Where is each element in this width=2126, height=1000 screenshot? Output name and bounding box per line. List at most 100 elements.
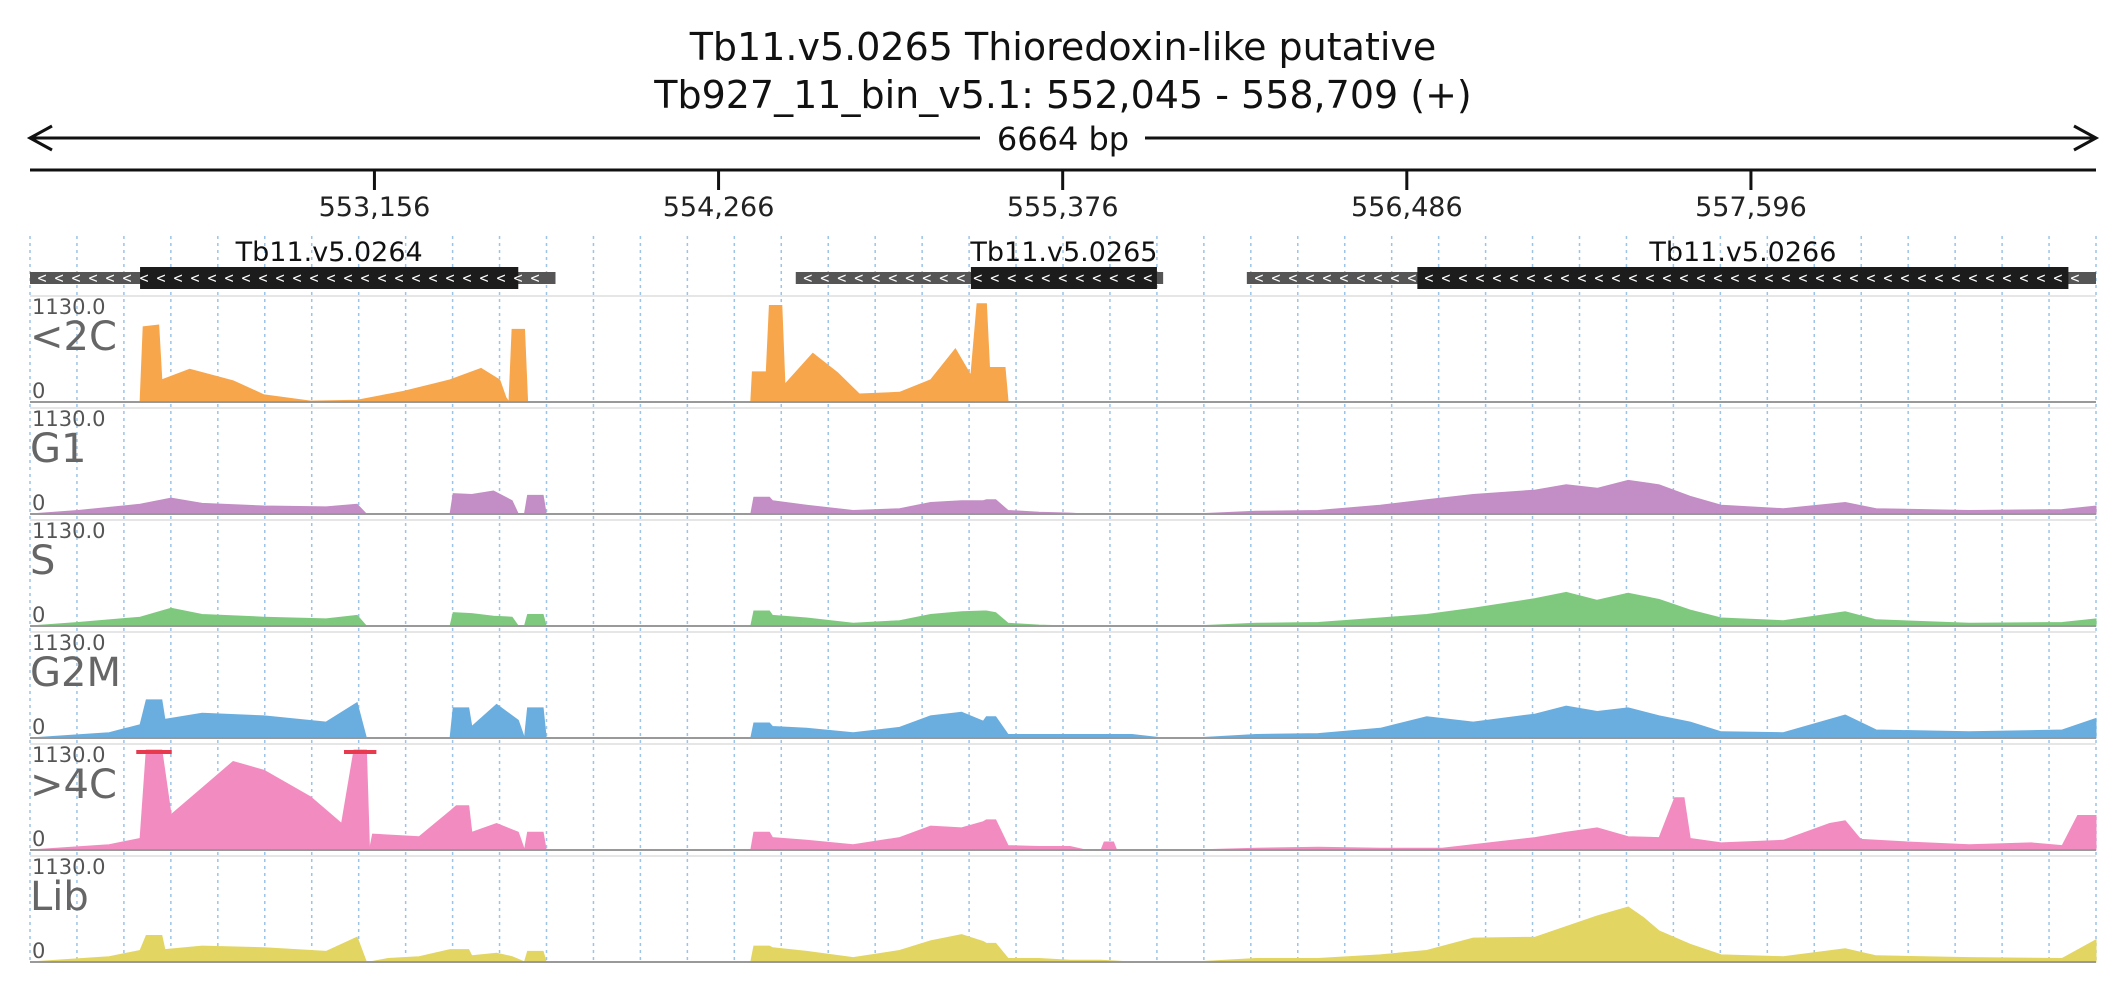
gene-label[interactable]: Tb11.v5.0265 — [969, 237, 1157, 268]
coverage-area — [1194, 479, 2097, 515]
strand-chevron-icon: < — [1390, 269, 1399, 287]
coverage-area — [139, 324, 510, 403]
gene-cds — [970, 267, 1157, 289]
track-name: >4C — [30, 762, 117, 808]
coordinate-ticks: 553,156 554,266 555,376 556,486 557,596 — [319, 170, 1807, 223]
coverage-area — [523, 494, 547, 515]
track-name: G1 — [30, 426, 86, 472]
strand-chevron-icon: < — [1109, 269, 1118, 287]
strand-chevron-icon: < — [190, 269, 199, 287]
strand-chevron-icon: < — [1492, 269, 1501, 287]
coverage-track: 1130.0 0 <2C — [30, 295, 2096, 403]
strand-chevron-icon: < — [394, 269, 403, 287]
locus-subtitle: Tb927_11_bin_v5.1: 552,045 - 558,709 (+) — [653, 73, 1472, 117]
coverage-tracks: 1130.00<2C1130.00G11130.00S1130.00G2M113… — [29, 295, 2097, 963]
strand-chevron-icon: < — [360, 269, 369, 287]
strand-chevron-icon: < — [1594, 269, 1603, 287]
strand-chevron-icon: < — [922, 269, 931, 287]
strand-chevron-icon: < — [207, 269, 216, 287]
track-max-label: 1130.0 — [32, 295, 105, 319]
strand-chevron-icon: < — [105, 269, 114, 287]
track-max-label: 1130.0 — [32, 855, 105, 879]
gene-label[interactable]: Tb11.v5.0266 — [1648, 237, 1836, 268]
chart-title: Tb11.v5.0265 Thioredoxin-like putative — [689, 25, 1437, 69]
strand-chevron-icon: < — [530, 269, 539, 287]
strand-chevron-icon: < — [1713, 269, 1722, 287]
strand-chevron-icon: < — [820, 269, 829, 287]
strand-chevron-icon: < — [2053, 269, 2062, 287]
strand-chevron-icon: < — [2019, 269, 2028, 287]
coverage-track: 1130.0 0 S — [29, 519, 2097, 627]
strand-chevron-icon: < — [888, 269, 897, 287]
strand-chevron-icon: < — [173, 269, 182, 287]
x-tick-label: 557,596 — [1695, 192, 1807, 223]
strand-chevron-icon: < — [411, 269, 420, 287]
strand-chevron-icon: < — [513, 269, 522, 287]
coverage-track: 1130.0 0 >4C — [29, 743, 2097, 851]
coverage-track: 1130.0 0 G1 — [29, 407, 2097, 515]
strand-chevron-icon: < — [1075, 269, 1084, 287]
track-min-label: 0 — [32, 379, 45, 403]
strand-chevron-icon: < — [1441, 269, 1450, 287]
strand-chevron-icon: < — [122, 269, 131, 287]
coverage-area — [449, 490, 520, 515]
track-min-label: 0 — [32, 603, 45, 627]
strand-chevron-icon: < — [973, 269, 982, 287]
strand-chevron-icon: < — [803, 269, 812, 287]
coverage-area — [750, 819, 1086, 851]
x-tick-label: 553,156 — [319, 192, 431, 223]
coverage-area — [1194, 797, 2097, 851]
track-name: Lib — [30, 874, 89, 920]
coverage-area — [449, 703, 526, 739]
strand-chevron-icon: < — [1985, 269, 1994, 287]
strand-chevron-icon: < — [88, 269, 97, 287]
strand-chevron-icon: < — [990, 269, 999, 287]
coverage-area — [29, 607, 368, 627]
coverage-area — [523, 707, 547, 739]
coverage-track: 1130.0 0 Lib — [29, 855, 2097, 963]
strand-chevron-icon: < — [428, 269, 437, 287]
arrow-right-icon — [2073, 124, 2100, 152]
strand-chevron-icon: < — [1628, 269, 1637, 287]
strand-chevron-icon: < — [1849, 269, 1858, 287]
coverage-area — [368, 805, 526, 851]
strand-chevron-icon: < — [2036, 269, 2045, 287]
strand-chevron-icon: < — [326, 269, 335, 287]
coverage-area — [523, 831, 547, 851]
gene-annotation-track: < < < < < < < < < < < < < < < < < < < < < < < < < < < < < <Tb11.v5.02… — [30, 237, 2096, 289]
strand-chevron-icon: < — [871, 269, 880, 287]
strand-chevron-icon: < — [1662, 269, 1671, 287]
strand-chevron-icon: < — [1041, 269, 1050, 287]
strand-chevron-icon: < — [854, 269, 863, 287]
strand-chevron-icon: < — [377, 269, 386, 287]
strand-chevron-icon: < — [1126, 269, 1135, 287]
strand-chevron-icon: < — [156, 269, 165, 287]
strand-chevron-icon: < — [224, 269, 233, 287]
strand-chevron-icon: < — [1339, 269, 1348, 287]
strand-chevron-icon: < — [2070, 269, 2079, 287]
strand-chevron-icon: < — [1305, 269, 1314, 287]
strand-chevron-icon: < — [1747, 269, 1756, 287]
track-name: G2M — [30, 650, 121, 696]
strand-chevron-icon: < — [309, 269, 318, 287]
strand-chevron-icon: < — [71, 269, 80, 287]
coverage-area — [523, 950, 547, 963]
span-ruler: 6664 bp — [26, 120, 2100, 158]
strand-chevron-icon: < — [956, 269, 965, 287]
strand-chevron-icon: < — [1798, 269, 1807, 287]
coverage-area — [523, 614, 547, 627]
gene-label[interactable]: Tb11.v5.0264 — [235, 237, 423, 268]
strand-chevron-icon: < — [1645, 269, 1654, 287]
track-min-label: 0 — [32, 939, 45, 963]
strand-chevron-icon: < — [1143, 269, 1152, 287]
strand-chevron-icon: < — [292, 269, 301, 287]
strand-chevron-icon: < — [343, 269, 352, 287]
strand-chevron-icon: < — [1509, 269, 1518, 287]
strand-chevron-icon: < — [1373, 269, 1382, 287]
strand-chevron-icon: < — [1934, 269, 1943, 287]
x-tick-label: 556,486 — [1351, 192, 1463, 223]
track-name: S — [30, 538, 55, 584]
coverage-area — [1194, 705, 2097, 739]
